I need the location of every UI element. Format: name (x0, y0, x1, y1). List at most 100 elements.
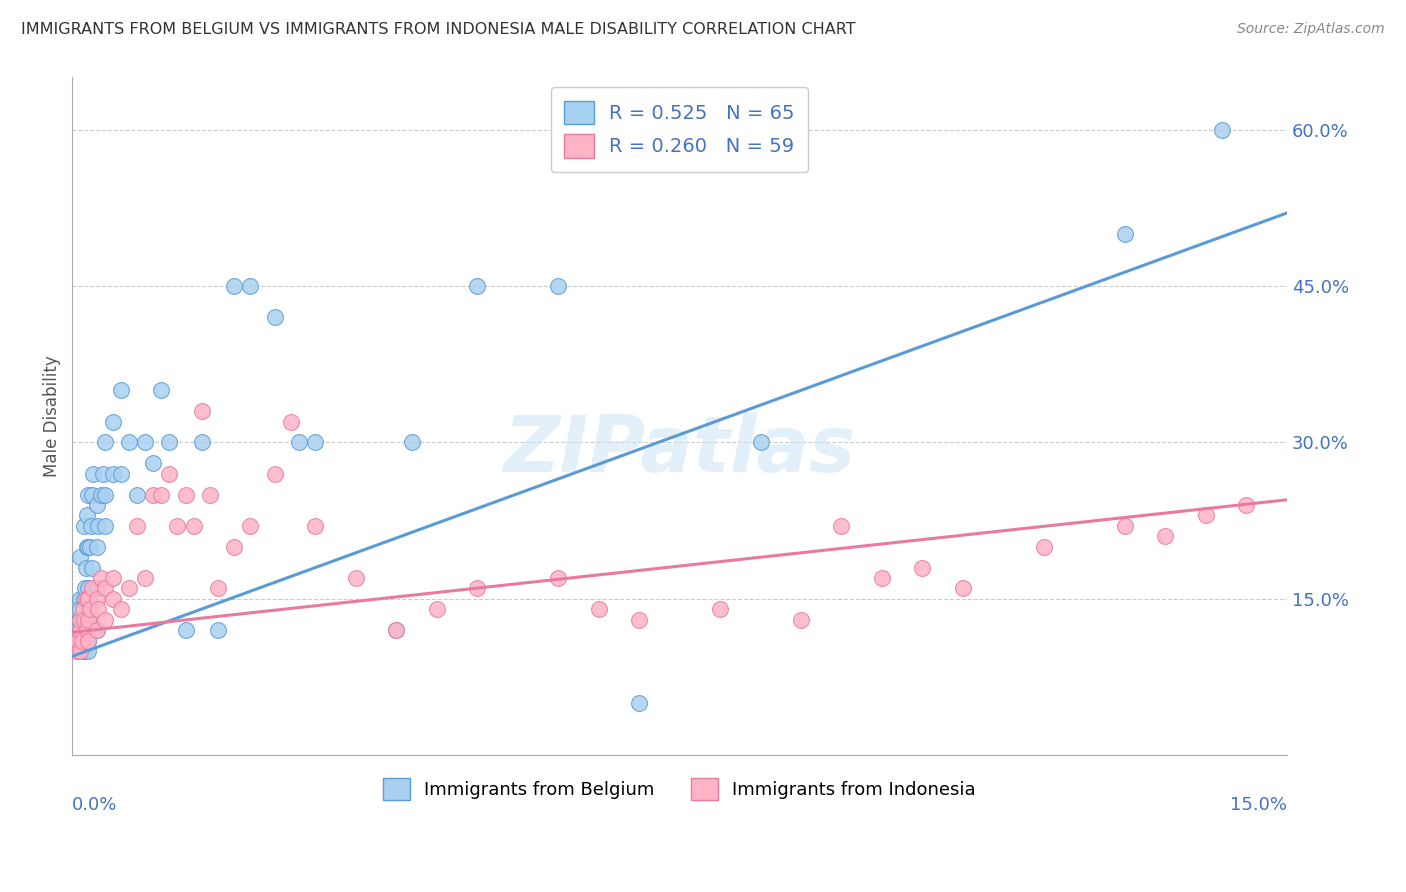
Point (82, 488, 104, 502)
Point (628, 613, 651, 627)
Point (90, 488, 112, 502)
Legend: Immigrants from Belgium, Immigrants from Indonesia: Immigrants from Belgium, Immigrants from… (375, 771, 983, 807)
Point (77, 613, 100, 627)
Point (77, 613, 100, 627)
Point (280, 415, 302, 429)
Point (101, 467, 124, 481)
Point (101, 571, 124, 585)
Point (76, 540, 98, 554)
Point (157, 467, 180, 481)
Point (69, 644, 91, 658)
Point (191, 435, 214, 450)
Point (66, 644, 89, 658)
Point (426, 602, 449, 616)
Point (304, 519, 326, 533)
Point (86, 591, 108, 606)
Point (69, 602, 91, 616)
Point (76, 508, 98, 523)
Point (385, 623, 408, 637)
Point (77, 591, 100, 606)
Point (77, 540, 100, 554)
Point (207, 623, 229, 637)
Point (263, 310, 285, 325)
Point (87, 602, 110, 616)
Point (77, 582, 100, 596)
Point (93, 582, 115, 596)
Text: ZIPatlas: ZIPatlas (503, 412, 856, 488)
Text: 15.0%: 15.0% (1230, 796, 1286, 814)
Point (65, 644, 87, 658)
Point (69, 550, 91, 565)
Point (72, 591, 94, 606)
Point (118, 435, 141, 450)
Point (465, 279, 488, 293)
Point (110, 384, 132, 398)
Point (118, 582, 141, 596)
Point (91, 467, 114, 481)
Point (69, 644, 91, 658)
Point (101, 591, 124, 606)
Point (79, 602, 101, 616)
Point (288, 435, 311, 450)
Point (101, 415, 124, 429)
Point (198, 488, 221, 502)
Point (69, 623, 91, 637)
Point (65, 633, 87, 648)
Point (93, 519, 115, 533)
Point (82, 560, 104, 574)
Point (86, 623, 108, 637)
Point (830, 519, 852, 533)
Point (86, 540, 108, 554)
Point (174, 623, 197, 637)
Point (73, 644, 96, 658)
Point (69, 591, 91, 606)
Point (86, 498, 108, 512)
Point (1032, 540, 1054, 554)
Point (110, 467, 132, 481)
Point (1154, 529, 1177, 543)
Point (183, 519, 205, 533)
Point (75, 560, 97, 574)
Point (547, 279, 569, 293)
Point (70, 613, 93, 627)
Point (952, 582, 974, 596)
Point (142, 488, 165, 502)
Point (77, 633, 100, 648)
Point (73, 613, 96, 627)
Point (401, 435, 423, 450)
Point (90, 571, 112, 585)
Point (628, 696, 651, 710)
Point (150, 384, 173, 398)
Point (86, 623, 108, 637)
Point (166, 519, 188, 533)
Point (93, 488, 115, 502)
Point (142, 456, 165, 470)
Point (86, 582, 108, 596)
Point (125, 488, 148, 502)
Point (239, 519, 262, 533)
Point (76, 644, 98, 658)
Point (709, 602, 731, 616)
Point (76, 623, 98, 637)
Text: IMMIGRANTS FROM BELGIUM VS IMMIGRANTS FROM INDONESIA MALE DISABILITY CORRELATION: IMMIGRANTS FROM BELGIUM VS IMMIGRANTS FR… (21, 22, 856, 37)
Point (547, 571, 569, 585)
Point (87, 519, 110, 533)
Point (73, 519, 96, 533)
Point (465, 582, 488, 596)
Point (263, 467, 285, 481)
Point (224, 279, 246, 293)
Y-axis label: Male Disability: Male Disability (44, 356, 60, 477)
Point (82, 582, 104, 596)
Point (75, 582, 97, 596)
Point (72, 602, 94, 616)
Point (174, 488, 197, 502)
Point (80, 519, 103, 533)
Point (1114, 227, 1136, 241)
Point (75, 591, 97, 606)
Point (69, 633, 91, 648)
Point (157, 435, 180, 450)
Text: Source: ZipAtlas.com: Source: ZipAtlas.com (1237, 22, 1385, 37)
Point (1195, 508, 1218, 523)
Point (344, 571, 367, 585)
Point (67, 613, 90, 627)
